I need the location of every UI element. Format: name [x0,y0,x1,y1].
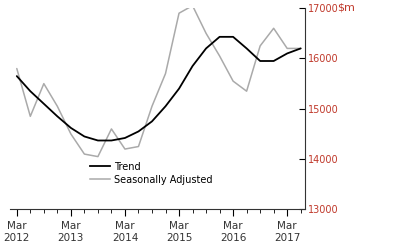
Y-axis label: $m: $m [337,2,355,12]
Legend: Trend, Seasonally Adjusted: Trend, Seasonally Adjusted [86,158,217,188]
